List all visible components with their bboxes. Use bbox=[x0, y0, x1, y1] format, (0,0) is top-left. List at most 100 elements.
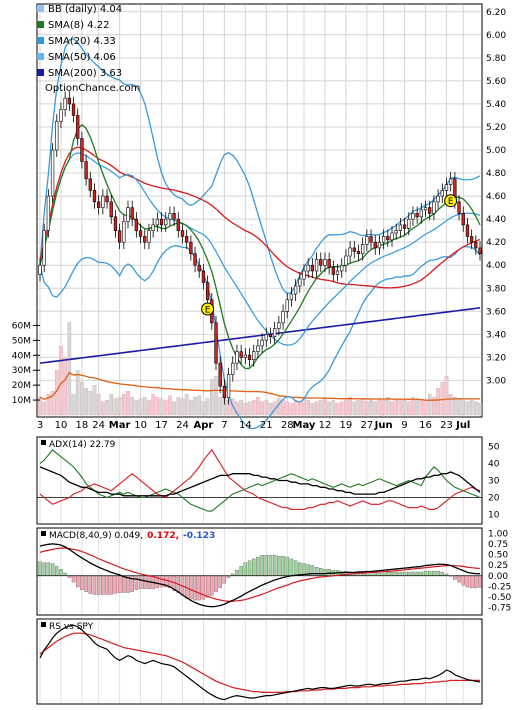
x-tick-label: 23 bbox=[440, 420, 453, 431]
volume-bar bbox=[293, 399, 298, 416]
volume-bar bbox=[126, 390, 130, 416]
x-tick-label: 9 bbox=[401, 420, 407, 431]
y-tick-label: 3.60 bbox=[486, 307, 506, 317]
candle-body bbox=[134, 218, 139, 231]
macd-histogram-bar bbox=[76, 575, 80, 588]
volume-bar bbox=[243, 402, 248, 416]
macd-histogram-bar bbox=[247, 560, 252, 576]
sma50-line bbox=[39, 146, 481, 289]
candle-body bbox=[168, 213, 172, 220]
adx-tick-label: 10 bbox=[488, 511, 500, 521]
candle-body bbox=[88, 178, 92, 191]
volume-bar bbox=[394, 399, 399, 416]
candle-body bbox=[67, 97, 71, 105]
price-legend: BB (daily) 4.04 SMA(8) 4.22 SMA(20) 4.33 SM… bbox=[37, 4, 122, 79]
x-tick-label: 24 bbox=[92, 420, 105, 431]
candle-body bbox=[260, 339, 264, 347]
legend-swatch bbox=[37, 5, 44, 12]
candle-body bbox=[155, 218, 159, 226]
candle-body bbox=[461, 213, 465, 226]
y-tick-label: 3.20 bbox=[486, 353, 506, 363]
volume-bar bbox=[172, 401, 176, 416]
volume-bar bbox=[67, 322, 72, 416]
macd-histogram-bar bbox=[264, 555, 268, 576]
volume-bar bbox=[297, 401, 302, 416]
volume-bar bbox=[448, 393, 453, 416]
macd-histogram-bar bbox=[239, 566, 243, 576]
candle-body bbox=[159, 218, 164, 226]
macd-histogram-bar bbox=[293, 560, 298, 576]
volume-bar bbox=[469, 399, 474, 416]
volume-bar bbox=[42, 401, 47, 416]
y-tick-label: 6.20 bbox=[486, 8, 506, 18]
candle-body bbox=[92, 190, 97, 203]
volume-tick-label: 50M bbox=[12, 336, 31, 346]
macd-histogram-bar bbox=[272, 555, 277, 576]
y-tick-label: 6.00 bbox=[486, 31, 506, 41]
macd-histogram-bar bbox=[398, 571, 403, 576]
candle-body bbox=[390, 232, 394, 241]
macd-histogram-bar bbox=[138, 575, 143, 589]
volume-bar bbox=[390, 401, 394, 416]
volume-bar bbox=[184, 393, 189, 416]
volume-bar bbox=[96, 393, 101, 416]
macd-line bbox=[39, 543, 481, 608]
volume-bar bbox=[239, 399, 243, 416]
candle-body bbox=[319, 259, 323, 266]
candle-body bbox=[348, 247, 352, 257]
candle-body bbox=[407, 218, 411, 229]
macd-histogram-bar bbox=[205, 575, 210, 598]
volume-bar bbox=[436, 387, 440, 416]
macd-histogram-bar bbox=[122, 575, 126, 593]
macd-histogram-bar bbox=[465, 575, 470, 588]
x-tick-label: 19 bbox=[340, 420, 353, 431]
macd-histogram-bar bbox=[461, 575, 465, 586]
candle-body bbox=[205, 282, 210, 301]
candle-body bbox=[113, 216, 118, 231]
macd-tick-label: 0.50 bbox=[488, 551, 508, 561]
candle-body bbox=[306, 264, 310, 272]
legend-swatch bbox=[37, 21, 44, 28]
earnings-markers: EE bbox=[201, 194, 458, 316]
macd-tick-label: 0.25 bbox=[488, 561, 508, 571]
macd-histogram-bar bbox=[478, 575, 482, 588]
x-tick-label: 12 bbox=[319, 420, 332, 431]
macd-histogram-bar bbox=[214, 575, 218, 592]
macd-histogram-bar bbox=[281, 555, 285, 576]
earnings-marker-label: E bbox=[205, 306, 211, 316]
sma20-line bbox=[39, 152, 481, 346]
macd-histogram-bar bbox=[38, 561, 42, 576]
volume-bar bbox=[134, 399, 139, 416]
legend-label: SMA(200) 3.63 bbox=[48, 68, 122, 79]
volume-bar bbox=[264, 399, 269, 416]
y-tick-label: 4.20 bbox=[486, 238, 506, 248]
macd-histogram-bar bbox=[415, 571, 419, 576]
candle-body bbox=[323, 259, 327, 266]
macd-histogram-bar bbox=[143, 575, 147, 589]
volume-bar bbox=[377, 398, 382, 416]
macd-histogram-bar bbox=[243, 562, 248, 576]
candle-body bbox=[218, 362, 222, 387]
volume-bar bbox=[142, 396, 147, 416]
macd-histogram-bar bbox=[235, 569, 239, 576]
volume-bar bbox=[75, 370, 80, 416]
macd-histogram-bar bbox=[453, 575, 457, 580]
macd-histogram-bar bbox=[105, 575, 109, 595]
volume-bar bbox=[348, 396, 352, 416]
volume-bar bbox=[214, 376, 218, 416]
volume-bar bbox=[84, 387, 88, 416]
candle-body bbox=[59, 109, 63, 122]
macd-histogram-bar bbox=[71, 575, 76, 583]
macd-histogram-bar bbox=[289, 558, 294, 576]
macd-tick-label: -0.25 bbox=[488, 582, 511, 592]
macd-histogram-bar bbox=[277, 555, 281, 576]
candle-body bbox=[214, 322, 218, 364]
macd-legend: MACD(8,40,9) 0.049, 0.172, -0.123 bbox=[49, 531, 215, 541]
legend-label: SMA(50) 4.06 bbox=[48, 52, 116, 63]
volume-bar bbox=[281, 399, 285, 416]
candle-body bbox=[298, 278, 302, 287]
grid-lines bbox=[38, 5, 481, 703]
candle-body bbox=[268, 334, 273, 337]
macd-histogram-bar bbox=[218, 575, 222, 589]
